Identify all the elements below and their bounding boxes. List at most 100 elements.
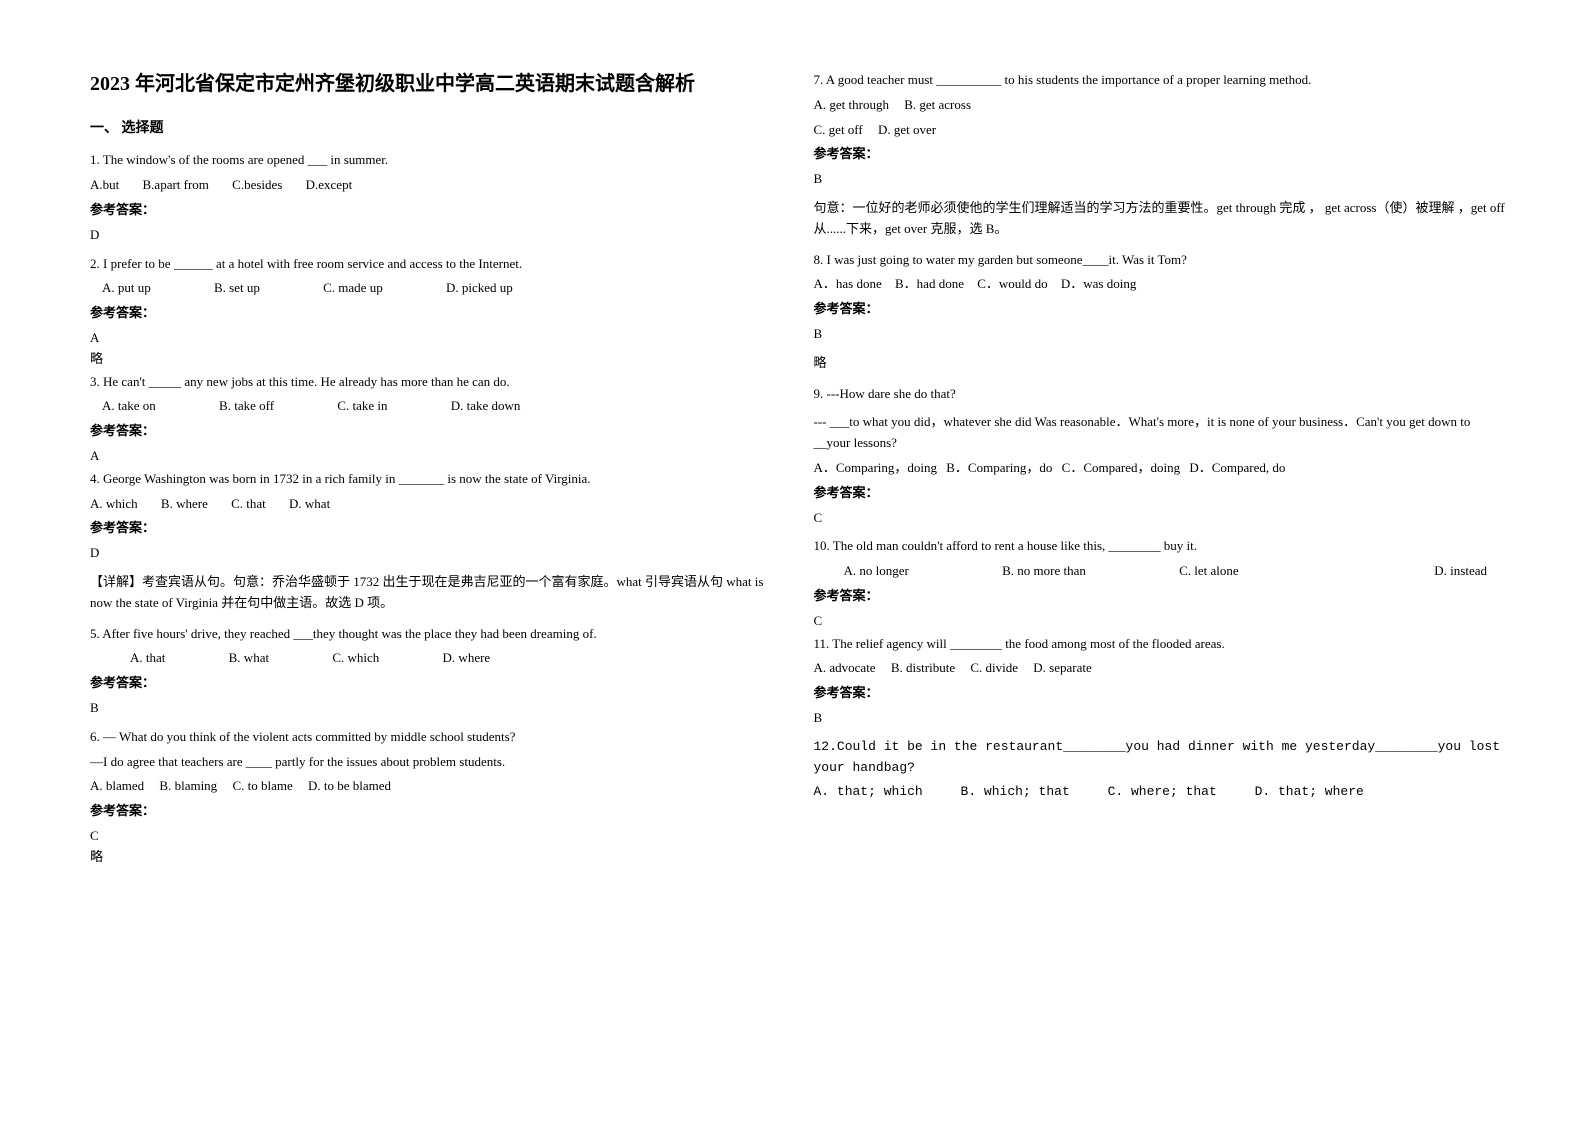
- option-d: D. to be blamed: [308, 776, 391, 797]
- option-c: C．Compared，doing: [1062, 458, 1180, 479]
- option-a: A.but: [90, 175, 119, 196]
- option-c: C. let alone: [1179, 561, 1239, 582]
- question-8: 8. I was just going to water my garden b…: [814, 250, 1508, 271]
- option-d: D. instead: [1434, 561, 1487, 582]
- question-5-answer: B: [90, 698, 784, 719]
- option-b: B. where: [161, 494, 208, 515]
- option-c: C. get off: [814, 120, 863, 141]
- question-2-options: A. put up B. set up C. made up D. picked…: [90, 278, 784, 299]
- option-a: A. no longer: [844, 561, 909, 582]
- answer-label: 参考答案：: [90, 421, 784, 442]
- question-5: 5. After five hours' drive, they reached…: [90, 624, 784, 645]
- question-11-answer: B: [814, 708, 1508, 729]
- option-a: A. take on: [102, 396, 156, 417]
- answer-label: 参考答案：: [814, 483, 1508, 504]
- option-b: B．Comparing，do: [946, 458, 1052, 479]
- question-8-brief: 略: [814, 353, 1508, 374]
- question-9-options: A．Comparing，doing B．Comparing，do C．Compa…: [814, 458, 1508, 479]
- option-a: A. that; which: [814, 782, 923, 803]
- question-11: 11. The relief agency will ________ the …: [814, 634, 1508, 655]
- answer-label: 参考答案：: [90, 200, 784, 221]
- answer-label: 参考答案：: [90, 518, 784, 539]
- option-c: C. divide: [970, 658, 1018, 679]
- question-6-answer: C: [90, 826, 784, 847]
- question-4: 4. George Washington was born in 1732 in…: [90, 469, 784, 490]
- answer-label: 参考答案：: [90, 673, 784, 694]
- question-2: 2. I prefer to be ______ at a hotel with…: [90, 254, 784, 275]
- answer-label: 参考答案：: [814, 683, 1508, 704]
- option-a: A. get through: [814, 95, 889, 116]
- option-c: C. that: [231, 494, 266, 515]
- question-5-options: A. that B. what C. which D. where: [90, 648, 784, 669]
- option-c: C. which: [332, 648, 379, 669]
- question-8-options: A．has done B．had done C．would do D．was d…: [814, 274, 1508, 295]
- option-c: C. take in: [337, 396, 387, 417]
- question-8-answer: B: [814, 324, 1508, 345]
- question-7-options-line1: A. get through B. get across: [814, 95, 1508, 116]
- question-7-options-line2: C. get off D. get over: [814, 120, 1508, 141]
- question-6-line1: 6. — What do you think of the violent ac…: [90, 727, 784, 748]
- option-c: C. where; that: [1108, 782, 1217, 803]
- option-a: A．has done: [814, 274, 882, 295]
- right-column: 7. A good teacher must __________ to his…: [814, 70, 1538, 1092]
- question-1-answer: D: [90, 225, 784, 246]
- answer-label: 参考答案：: [90, 303, 784, 324]
- option-a: A. that: [130, 648, 165, 669]
- option-b: B. no more than: [1002, 561, 1086, 582]
- question-10: 10. The old man couldn't afford to rent …: [814, 536, 1508, 557]
- question-9-line2: --- ___to what you did，whatever she did …: [814, 412, 1508, 454]
- section-heading: 一、 选择题: [90, 118, 784, 140]
- question-10-answer: C: [814, 611, 1508, 632]
- option-a: A. put up: [102, 278, 151, 299]
- option-d: D．Compared, do: [1189, 458, 1285, 479]
- option-a: A. advocate: [814, 658, 876, 679]
- option-b: B．had done: [895, 274, 964, 295]
- question-7: 7. A good teacher must __________ to his…: [814, 70, 1508, 91]
- question-3-answer: A: [90, 446, 784, 467]
- option-a: A. which: [90, 494, 138, 515]
- option-b: B. blaming: [159, 776, 217, 797]
- option-b: B. get across: [904, 95, 971, 116]
- question-6-options: A. blamed B. blaming C. to blame D. to b…: [90, 776, 784, 797]
- question-7-answer: B: [814, 169, 1508, 190]
- question-2-answer: A: [90, 328, 784, 349]
- answer-label: 参考答案：: [90, 801, 784, 822]
- question-4-explanation: 【详解】考查宾语从句。句意：乔治华盛顿于 1732 出生于现在是弗吉尼亚的一个富…: [90, 572, 784, 614]
- option-a: A. blamed: [90, 776, 144, 797]
- option-d: D.except: [306, 175, 353, 196]
- option-d: D. that; where: [1255, 782, 1364, 803]
- option-d: D. where: [443, 648, 491, 669]
- question-12: 12.Could it be in the restaurant________…: [814, 737, 1508, 779]
- option-b: B.apart from: [143, 175, 209, 196]
- question-12-options: A. that; which B. which; that C. where; …: [814, 782, 1508, 803]
- option-a: A．Comparing，doing: [814, 458, 938, 479]
- answer-label: 参考答案：: [814, 299, 1508, 320]
- option-c: C.besides: [232, 175, 282, 196]
- option-c: C. to blame: [232, 776, 292, 797]
- option-d: D. picked up: [446, 278, 513, 299]
- question-6-brief: 略: [90, 847, 784, 868]
- question-3-options: A. take on B. take off C. take in D. tak…: [90, 396, 784, 417]
- question-9-line1: 9. ---How dare she do that?: [814, 384, 1508, 405]
- question-3: 3. He can't _____ any new jobs at this t…: [90, 372, 784, 393]
- question-10-options: A. no longer B. no more than C. let alon…: [814, 561, 1508, 582]
- document-title: 2023 年河北省保定市定州齐堡初级职业中学高二英语期末试题含解析: [90, 70, 784, 98]
- answer-label: 参考答案：: [814, 586, 1508, 607]
- option-d: D. get over: [878, 120, 936, 141]
- option-b: B. set up: [214, 278, 260, 299]
- option-b: B. distribute: [891, 658, 955, 679]
- option-d: D. what: [289, 494, 330, 515]
- option-d: D. take down: [451, 396, 521, 417]
- option-c: C．would do: [977, 274, 1047, 295]
- option-d: D．was doing: [1061, 274, 1136, 295]
- question-9-answer: C: [814, 508, 1508, 529]
- option-b: B. which; that: [961, 782, 1070, 803]
- option-b: B. take off: [219, 396, 274, 417]
- question-1-options: A.but B.apart from C.besides D.except: [90, 175, 784, 196]
- answer-label: 参考答案：: [814, 144, 1508, 165]
- option-b: B. what: [229, 648, 269, 669]
- question-1: 1. The window's of the rooms are opened …: [90, 150, 784, 171]
- question-11-options: A. advocate B. distribute C. divide D. s…: [814, 658, 1508, 679]
- option-d: D. separate: [1033, 658, 1091, 679]
- question-6-line2: —I do agree that teachers are ____ partl…: [90, 752, 784, 773]
